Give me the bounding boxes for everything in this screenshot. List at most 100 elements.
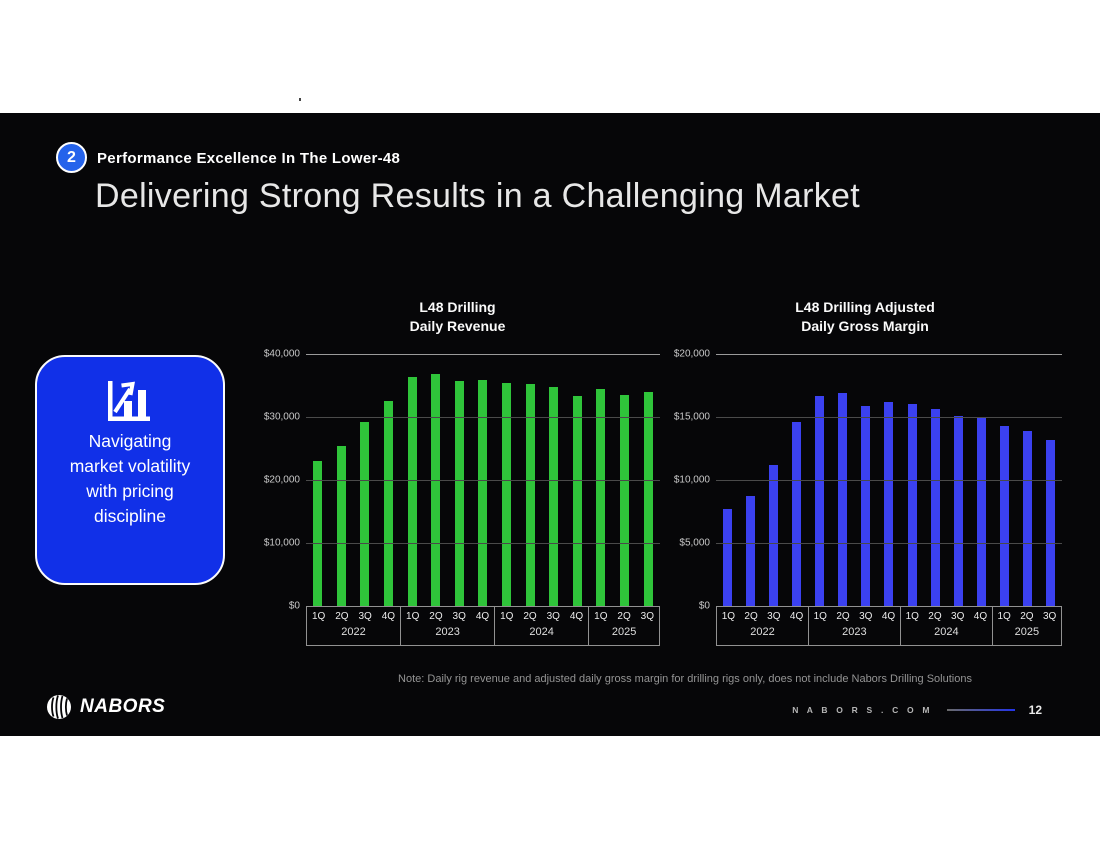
bar-slot	[330, 354, 354, 606]
nabors-globe-icon	[47, 695, 71, 719]
margin-bars	[716, 354, 1062, 606]
bar	[572, 395, 582, 606]
bar-slot	[400, 354, 424, 606]
bar-slot	[947, 354, 970, 606]
bar-slot	[739, 354, 762, 606]
y-tick-label: $15,000	[673, 411, 710, 423]
bar-slot	[854, 354, 877, 606]
brand-wordmark: NABORS	[80, 696, 166, 717]
quarter-label: 3Q	[1042, 611, 1057, 622]
y-tick-label: $20,000	[263, 474, 300, 486]
section-number: 2	[67, 148, 76, 166]
bar-slot	[448, 354, 472, 606]
bar	[360, 422, 370, 606]
margin-chart-title: L48 Drilling Adjusted Daily Gross Margin	[795, 299, 935, 334]
bar	[336, 445, 346, 606]
quarter-label: 3Q	[358, 611, 372, 622]
bar	[861, 405, 871, 606]
x-axis-year-group: 1Q 2Q 3Q 4Q 2022	[307, 607, 402, 645]
bar	[620, 394, 630, 606]
quarter-label: 3Q	[951, 611, 965, 622]
x-axis-year-group: 1Q 2Q 3Q 2025	[993, 607, 1061, 645]
x-axis-year-group: 1Q 2Q 3Q 4Q 2023	[809, 607, 901, 645]
quarter-label: 4Q	[381, 611, 396, 622]
bar-slot	[808, 354, 831, 606]
bar	[525, 383, 535, 606]
website-link[interactable]: N A B O R S . C O M	[792, 705, 933, 715]
x-axis-year-group: 1Q 2Q 3Q 4Q 2024	[901, 607, 993, 645]
quarter-label: 1Q	[813, 611, 827, 622]
bar	[769, 464, 779, 606]
gridline	[716, 480, 1062, 481]
y-tick-label: $0	[698, 600, 710, 612]
quarter-label: 1Q	[406, 611, 420, 622]
revenue-plot-area	[306, 354, 660, 606]
y-tick-label: $10,000	[673, 474, 710, 486]
gridline	[306, 480, 660, 481]
bar-slot	[762, 354, 785, 606]
bar	[723, 508, 733, 606]
bar-slot	[901, 354, 924, 606]
x-axis-year-group: 1Q 2Q 3Q 2025	[589, 607, 659, 645]
bar-slot	[1039, 354, 1062, 606]
footer-right: N A B O R S . C O M 12	[792, 703, 1042, 717]
bar-slot	[566, 354, 590, 606]
section-label: Performance Excellence In The Lower-48	[97, 150, 401, 167]
bar	[792, 422, 802, 606]
gridline	[306, 417, 660, 418]
quarter-label: 1Q	[311, 611, 326, 622]
quarter-label: 3Q	[859, 611, 873, 622]
quarter-label: 4Q	[881, 611, 896, 622]
bar-slot	[1016, 354, 1039, 606]
bar-slot	[993, 354, 1016, 606]
quarter-label: 2Q	[429, 611, 443, 622]
year-label: 2025	[1014, 626, 1040, 638]
year-label: 2023	[435, 626, 460, 638]
bar	[1022, 430, 1032, 606]
footnote: Note: Daily rig revenue and adjusted dai…	[398, 673, 972, 685]
gridline	[716, 354, 1062, 355]
quarter-label: 4Q	[973, 611, 988, 622]
quarter-label: 2Q	[1020, 611, 1034, 622]
stray-dot	[299, 98, 301, 101]
x-axis-year-group: 1Q 2Q 3Q 4Q 2024	[495, 607, 590, 645]
quarter-label: 1Q	[721, 611, 736, 622]
bar-slot	[424, 354, 448, 606]
bar-slot	[613, 354, 637, 606]
bar-slot	[589, 354, 613, 606]
bar	[407, 376, 417, 606]
bar	[976, 417, 986, 606]
quarter-label: 2Q	[523, 611, 537, 622]
brand-logo: NABORS	[46, 694, 165, 720]
callout-card: Navigating market volatility with pricin…	[35, 355, 225, 585]
bar	[549, 386, 559, 606]
page-number: 12	[1028, 703, 1042, 717]
bar	[815, 395, 825, 606]
margin-y-axis: $20,000 $15,000 $10,000 $5,000 $0	[668, 349, 714, 612]
year-label: 2025	[611, 626, 637, 638]
bar	[953, 415, 963, 606]
bar-slot	[877, 354, 900, 606]
bar-slot	[542, 354, 566, 606]
bar-slot	[716, 354, 739, 606]
revenue-y-axis: $40,000 $30,000 $20,000 $10,000 $0	[255, 349, 304, 612]
bar	[431, 374, 441, 606]
section-number-badge: 2	[56, 142, 87, 173]
bar-slot	[518, 354, 542, 606]
bar	[838, 393, 848, 606]
gridline	[306, 543, 660, 544]
quarter-label: 4Q	[789, 611, 804, 622]
gridline	[306, 354, 660, 355]
bar-slot	[785, 354, 808, 606]
bar	[502, 382, 512, 606]
bar-slot	[636, 354, 660, 606]
year-label: 2024	[934, 626, 959, 638]
bar-slot	[924, 354, 947, 606]
bar	[643, 392, 653, 606]
x-axis-year-group: 1Q 2Q 3Q 4Q 2023	[401, 607, 496, 645]
quarter-label: 2Q	[335, 611, 349, 622]
bar	[999, 425, 1009, 606]
revenue-x-axis: 1Q 2Q 3Q 4Q 2022 1Q 2Q 3Q 4Q 2023 1Q 2Q 3Q 4Q 2024 1Q 2Q…	[306, 606, 660, 646]
quarter-label: 1Q	[997, 611, 1011, 622]
y-tick-label: $20,000	[673, 348, 710, 360]
